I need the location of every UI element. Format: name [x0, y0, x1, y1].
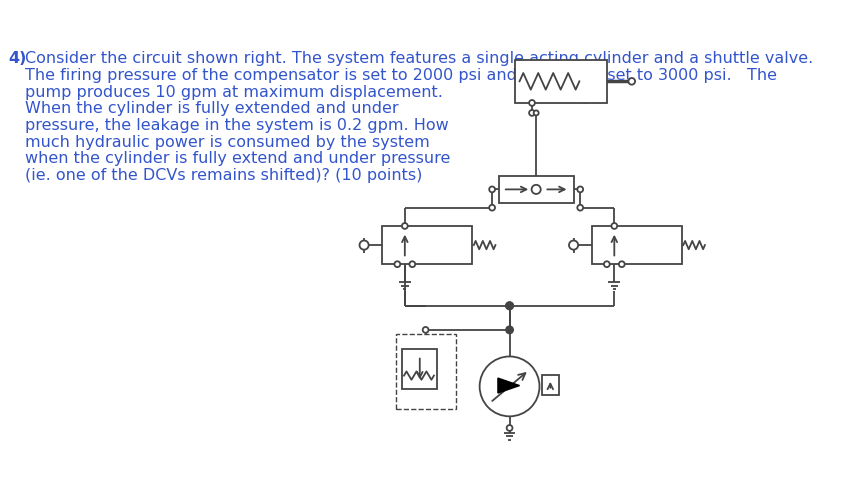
Circle shape [479, 356, 539, 416]
Circle shape [531, 185, 540, 194]
Text: (ie. one of the DCVs remains shifted)? (10 points): (ie. one of the DCVs remains shifted)? (… [25, 168, 422, 183]
Circle shape [505, 326, 512, 333]
Circle shape [628, 78, 635, 84]
Text: pump produces 10 gpm at maximum displacement.: pump produces 10 gpm at maximum displace… [25, 84, 443, 100]
Circle shape [401, 223, 407, 229]
Circle shape [604, 261, 609, 267]
Text: when the cylinder is fully extend and under pressure: when the cylinder is fully extend and un… [25, 151, 449, 166]
Bar [395, 334, 455, 409]
Text: When the cylinder is fully extended and under: When the cylinder is fully extended and … [25, 101, 398, 116]
Text: Consider the circuit shown right. The system features a single acting cylinder a: Consider the circuit shown right. The sy… [25, 52, 812, 66]
Circle shape [489, 205, 494, 211]
Circle shape [409, 261, 415, 267]
Circle shape [489, 187, 494, 192]
Bar [499, 176, 573, 203]
Bar [542, 375, 558, 395]
Polygon shape [498, 378, 519, 393]
Circle shape [568, 241, 578, 249]
Text: The firing pressure of the compensator is set to 2000 psi and the PRV is set to : The firing pressure of the compensator i… [25, 68, 776, 83]
Circle shape [505, 302, 512, 309]
Text: much hydraulic power is consumed by the system: much hydraulic power is consumed by the … [25, 135, 429, 150]
Circle shape [529, 110, 535, 116]
Circle shape [577, 205, 582, 211]
Circle shape [618, 261, 624, 267]
Circle shape [394, 261, 400, 267]
Bar [515, 60, 606, 103]
Circle shape [610, 223, 616, 229]
Circle shape [505, 302, 512, 309]
Circle shape [422, 327, 428, 333]
Text: 4): 4) [9, 52, 27, 66]
Circle shape [533, 110, 538, 115]
Bar [382, 226, 472, 264]
Circle shape [506, 425, 512, 431]
Text: pressure, the leakage in the system is 0.2 gpm. How: pressure, the leakage in the system is 0… [25, 118, 449, 133]
Circle shape [577, 187, 582, 192]
Circle shape [359, 241, 369, 249]
Circle shape [529, 100, 535, 106]
Bar [592, 226, 681, 264]
Bar [402, 349, 437, 389]
